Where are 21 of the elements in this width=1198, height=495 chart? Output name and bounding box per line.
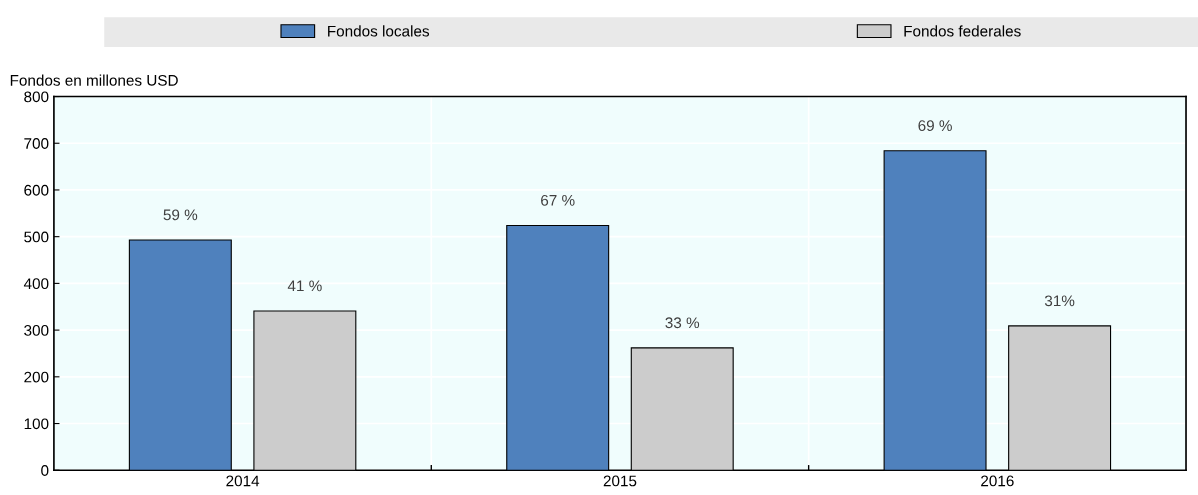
annotation: 67 % xyxy=(541,194,575,206)
y-tick-label: 300 xyxy=(24,324,49,336)
annotation: 59 % xyxy=(163,209,198,221)
x-tick-label: 2014 xyxy=(226,475,260,487)
y-tick-label: 0 xyxy=(41,465,49,476)
y-tick-label: 500 xyxy=(24,231,49,243)
x-tick-label: 2015 xyxy=(603,475,637,487)
y-tick-label: 800 xyxy=(24,91,49,103)
legend-label: Fondos locales xyxy=(328,25,430,37)
annotation: 41 % xyxy=(287,280,322,292)
annotation: 69 % xyxy=(918,120,952,132)
y-tick-label: 600 xyxy=(24,184,49,196)
y-tick-label: 200 xyxy=(24,371,49,383)
x-tick-label: 2016 xyxy=(981,475,1014,487)
annotation: 33 % xyxy=(665,317,700,329)
y-tick-label: 400 xyxy=(23,278,49,290)
y-tick-label: 100 xyxy=(24,418,49,430)
y-tick-label: 700 xyxy=(24,138,49,149)
annotation: 31% xyxy=(1044,295,1075,307)
legend-label: Fondos federales xyxy=(904,25,1021,37)
y-axis-title: Fondos en millones USD xyxy=(10,74,178,86)
